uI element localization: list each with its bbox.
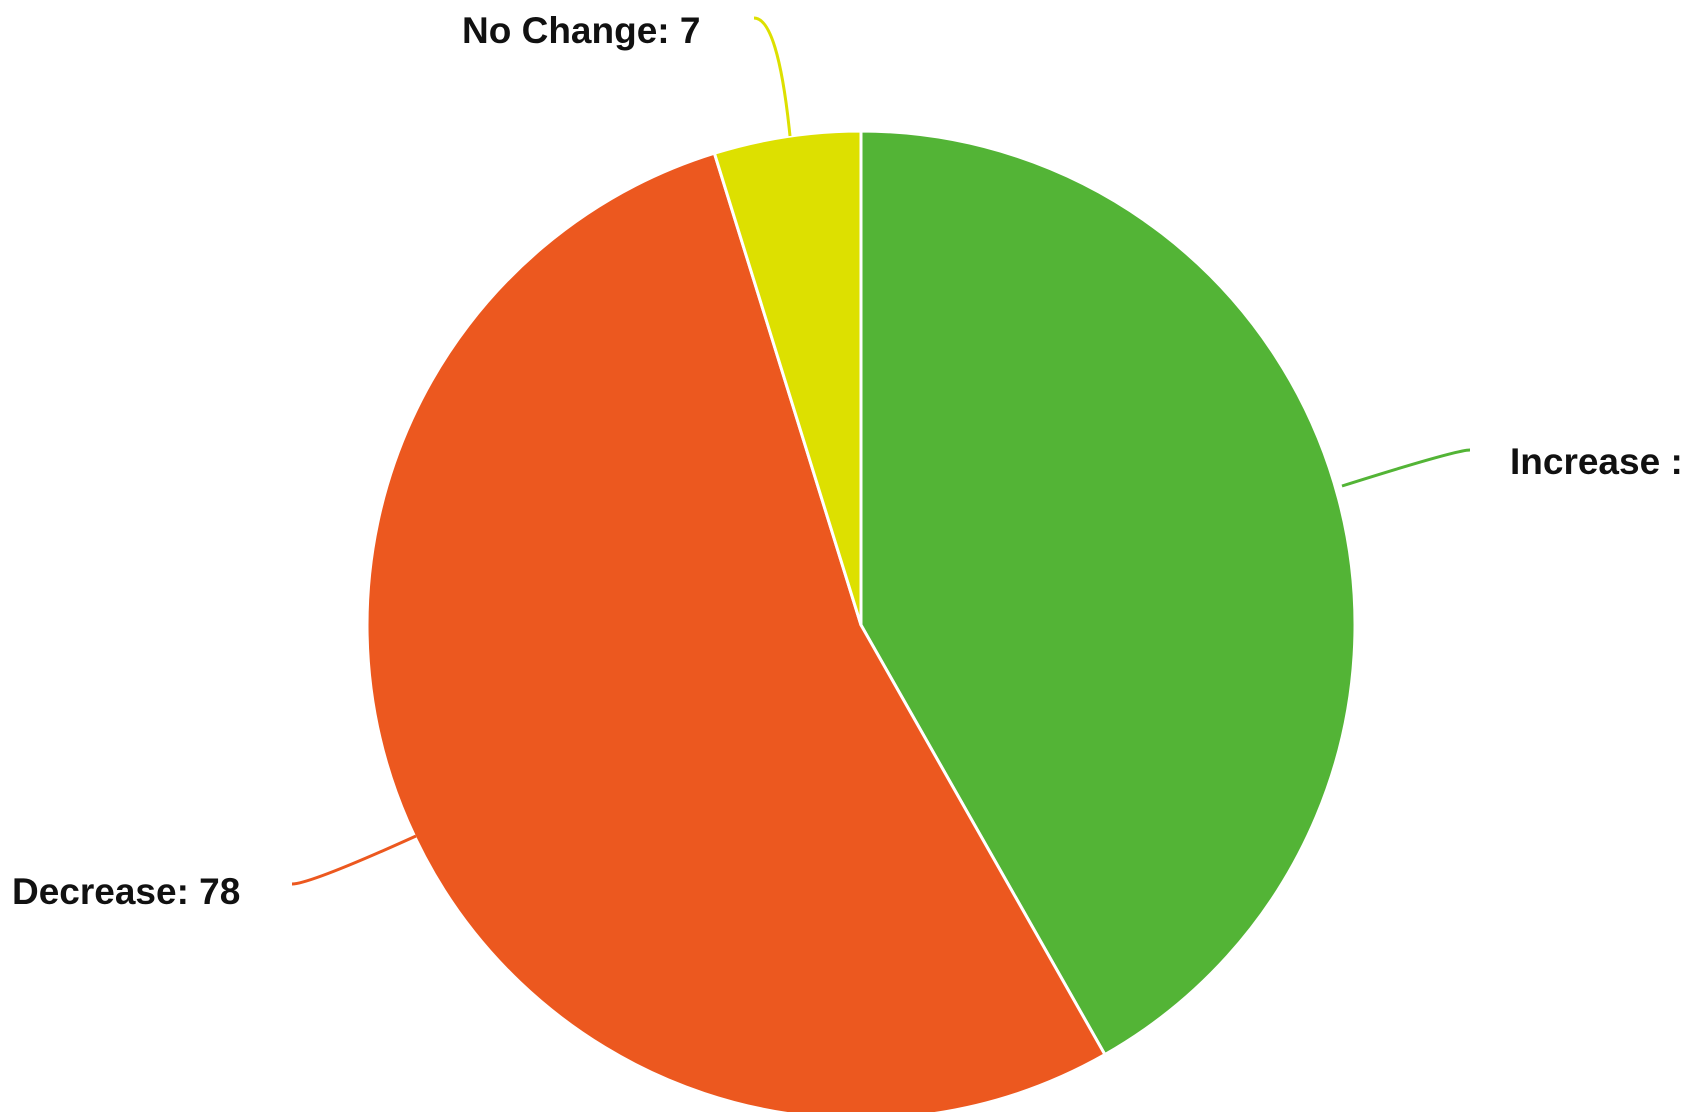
slice-label-increase: Increase : bbox=[1510, 441, 1683, 482]
leader-line-increase bbox=[1341, 448, 1471, 488]
pie-slice-increase bbox=[859, 129, 1357, 1057]
slice-labels: Increase : Decrease: 78 No Change: 7 bbox=[12, 10, 1683, 912]
pie-slice-no-change bbox=[712, 129, 863, 627]
pie-slice-decrease bbox=[365, 151, 1107, 1112]
slice-label-decrease: Decrease: 78 bbox=[12, 871, 240, 912]
pie-slices bbox=[365, 129, 1357, 1112]
leader-lines bbox=[291, 16, 1471, 886]
slice-label-no-change: No Change: 7 bbox=[462, 10, 700, 51]
leader-line-no-change bbox=[753, 16, 792, 137]
leader-line-decrease bbox=[291, 834, 417, 886]
